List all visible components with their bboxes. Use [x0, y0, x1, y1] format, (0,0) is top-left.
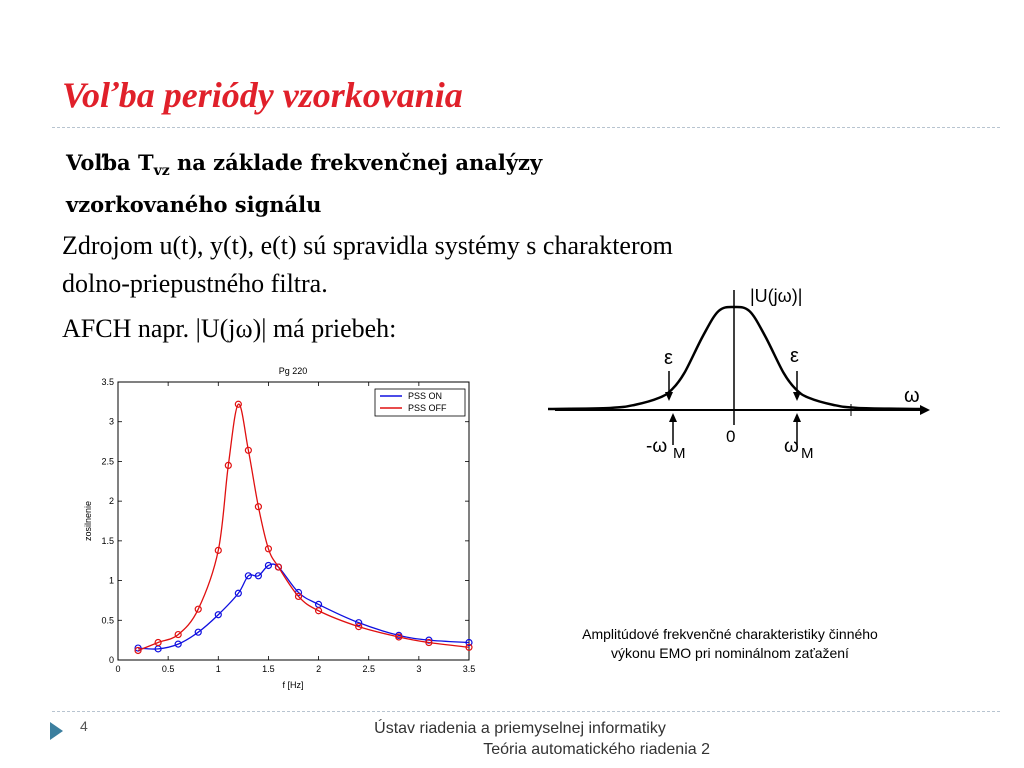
sketch-omega-axis-arrow [920, 405, 930, 415]
footer: Ústav riadenia a priemyselnej informatik… [330, 718, 710, 760]
series-point-0 [194, 628, 202, 636]
subtitle-pre: Voľba T [66, 150, 154, 175]
legend-label-pss-on: PSS ON [408, 391, 442, 401]
series-point-1 [425, 638, 433, 647]
caption-line1: Amplitúdové frekvenčné charakteristiky č… [582, 626, 878, 642]
x-tick-label: 0 [115, 664, 120, 674]
series-point-0 [254, 572, 262, 580]
series-point-1 [194, 605, 202, 613]
play-arrow-icon [50, 722, 63, 740]
sketch-neg-omega-m-label: -ω [646, 436, 667, 457]
x-tick-label: 1 [216, 664, 221, 674]
series-point-1 [134, 646, 142, 655]
sketch-omega-m-arrowhead-right [793, 413, 801, 422]
series-point-1 [355, 623, 363, 631]
series-point-0 [264, 561, 273, 570]
series-point-0 [154, 645, 162, 653]
y-tick-label: 0.5 [101, 615, 114, 625]
subtitle-line2: vzorkovaného signálu [66, 192, 322, 218]
series-point-0 [294, 588, 303, 597]
series-point-0 [355, 619, 363, 627]
series-point-0 [214, 611, 222, 619]
x-tick-label: 1.5 [262, 664, 275, 674]
sketch-epsilon-left: ε [664, 347, 673, 369]
y-tick-label: 2.5 [101, 456, 114, 466]
series-point-1 [314, 607, 323, 615]
series-point-0 [274, 563, 283, 571]
measured-chart-title: Pg 220 [279, 366, 308, 376]
footer-institute: Ústav riadenia a priemyselnej informatik… [374, 720, 666, 737]
measured-plot-frame [117, 381, 470, 661]
legend-box [374, 388, 466, 417]
paragraph-1: Zdrojom u(t), y(t), e(t) sú spravidla sy… [62, 227, 673, 303]
sketch-neg-omega-m-subscript: M [673, 445, 686, 462]
measured-chart-ylabel: zosilnenie [83, 501, 93, 541]
x-tick-label: 2.5 [362, 664, 375, 674]
x-tick-label: 3 [416, 664, 421, 674]
series-point-1 [254, 503, 262, 511]
sketch-omega-m-subscript: M [801, 445, 814, 462]
series-point-1 [234, 400, 242, 408]
x-tick-label: 3.5 [463, 664, 476, 674]
series-point-1 [294, 592, 303, 601]
series-point-1 [244, 446, 252, 454]
subtitle-post: na základe frekvenčnej analýzy [169, 150, 543, 175]
sketch-ylabel: |U(jω)| [750, 286, 802, 306]
sketch-epsilon-arrowhead-right [793, 392, 801, 401]
series-point-1 [174, 630, 182, 639]
sketch-epsilon-right: ε [790, 345, 799, 367]
x-tick-label: 0.5 [162, 664, 175, 674]
page-number: 4 [80, 718, 88, 734]
measured-chart-legend: PSS ON PSS OFF [374, 388, 466, 417]
series-point-0 [134, 644, 142, 652]
sketch-omega-m-label: ω [784, 436, 799, 457]
series-point-0 [425, 636, 433, 644]
paragraph-2: AFCH napr. |U(jω)| má priebeh: [62, 314, 397, 343]
slide-title: Voľba periódy vzorkovania [62, 75, 463, 115]
sketch-epsilon-arrowhead-left [665, 392, 673, 401]
y-tick-label: 0 [109, 655, 114, 665]
legend-label-pss-off: PSS OFF [408, 403, 447, 413]
divider-top [52, 127, 1000, 128]
series-point-0 [314, 600, 323, 609]
y-tick-label: 3 [109, 417, 114, 427]
y-tick-label: 1.5 [101, 536, 114, 546]
series-point-0 [174, 640, 182, 648]
series-point-1 [395, 633, 403, 641]
series-point-1 [224, 461, 232, 469]
series-point-0 [465, 638, 473, 647]
sketch-zero-label: 0 [726, 427, 735, 446]
series-point-1 [214, 546, 222, 554]
footer-course: Teória automatického riadenia 2 [483, 741, 710, 758]
y-tick-label: 1 [109, 576, 114, 586]
y-tick-label: 3.5 [101, 377, 114, 387]
subtitle-subscript: vz [153, 163, 170, 180]
chart-caption: Amplitúdové frekvenčné charakteristiky č… [530, 625, 930, 663]
sketch-omega-m-arrowhead-left [669, 413, 677, 422]
series-point-0 [234, 589, 242, 597]
series-line-0 [138, 563, 470, 650]
series-point-1 [465, 643, 473, 651]
sketch-xlabel: ω [904, 385, 920, 407]
series-point-1 [154, 638, 162, 647]
paragraph-1-line1: Zdrojom u(t), y(t), e(t) sú spravidla sy… [62, 231, 673, 260]
caption-line2: výkonu EMO pri nominálnom zaťažení [611, 645, 849, 661]
x-tick-label: 2 [316, 664, 321, 674]
y-tick-label: 2 [109, 496, 114, 506]
paragraph-1-line2: dolno-priepustného filtra. [62, 269, 328, 298]
series-point-1 [264, 545, 273, 553]
series-line-1 [137, 403, 470, 652]
measured-chart-xlabel: f [Hz] [282, 680, 303, 690]
sketch-magnitude-curve [547, 305, 921, 411]
series-point-0 [244, 572, 252, 580]
slide-subtitle: Voľba Tvz na základe frekvenčnej analýzy… [66, 146, 542, 222]
divider-bottom [52, 711, 1000, 712]
series-point-0 [395, 631, 403, 639]
series-point-1 [274, 563, 283, 571]
